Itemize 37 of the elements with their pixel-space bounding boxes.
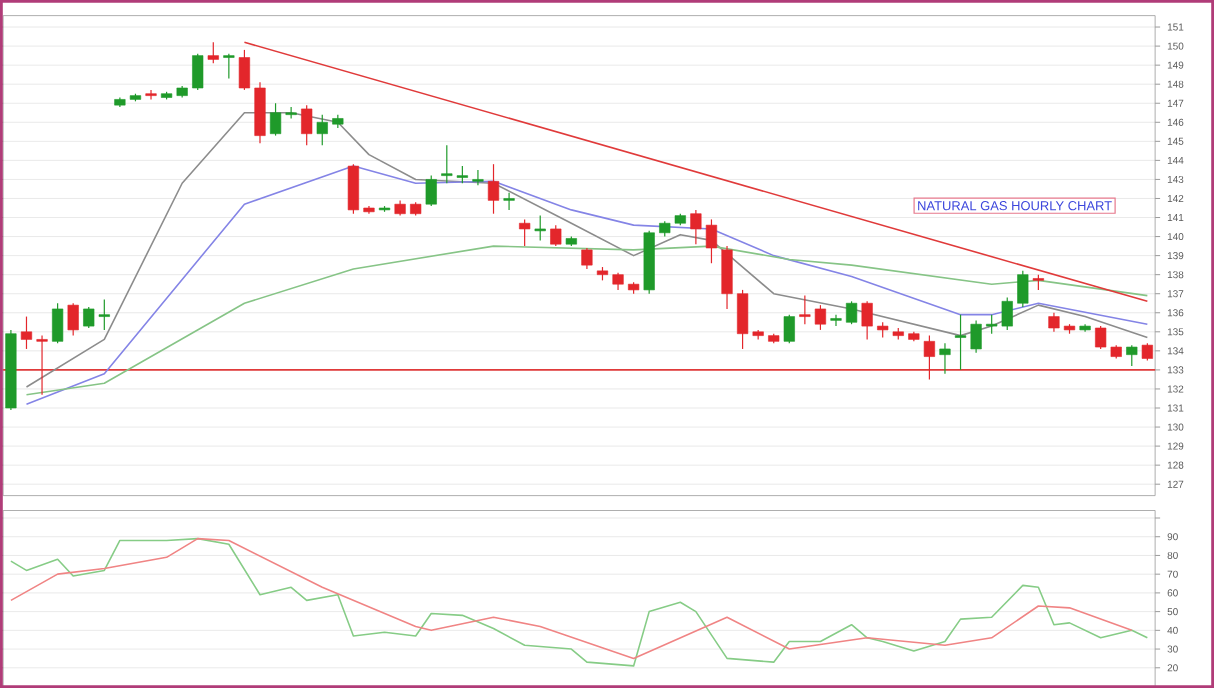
candlestick — [519, 218, 531, 247]
candlestick — [145, 89, 157, 101]
candlestick — [783, 314, 795, 344]
candlestick — [20, 315, 33, 350]
candlestick — [207, 41, 219, 64]
candlestick — [939, 342, 951, 375]
candlestick — [192, 53, 204, 91]
candlestick — [254, 81, 266, 144]
candlestick — [347, 163, 359, 215]
candlestick — [581, 247, 593, 270]
candlestick — [861, 300, 873, 341]
candlestick — [425, 175, 437, 207]
candlestick — [534, 215, 546, 241]
candlestick — [301, 104, 313, 146]
candlestick — [721, 245, 733, 310]
candlestick — [487, 163, 500, 215]
candlestick — [1017, 270, 1029, 308]
candlestick — [503, 192, 515, 211]
candlestick — [316, 114, 328, 146]
candlestick — [223, 53, 235, 80]
candlestick — [472, 169, 484, 186]
candlestick — [923, 335, 935, 381]
candlestick — [845, 300, 858, 325]
candlestick — [238, 49, 251, 91]
candlestick — [690, 209, 702, 245]
candlestick — [970, 319, 982, 354]
candlestick — [52, 302, 64, 344]
candlestick — [1048, 312, 1060, 333]
candlestick — [36, 335, 48, 396]
line-series — [25, 165, 1149, 405]
candlestick — [67, 302, 79, 337]
candlestick — [705, 218, 718, 264]
candlestick — [830, 314, 842, 327]
candlestick — [550, 224, 562, 247]
line-series — [25, 111, 1149, 388]
candlestick — [954, 314, 967, 371]
candlestick — [1126, 344, 1138, 367]
